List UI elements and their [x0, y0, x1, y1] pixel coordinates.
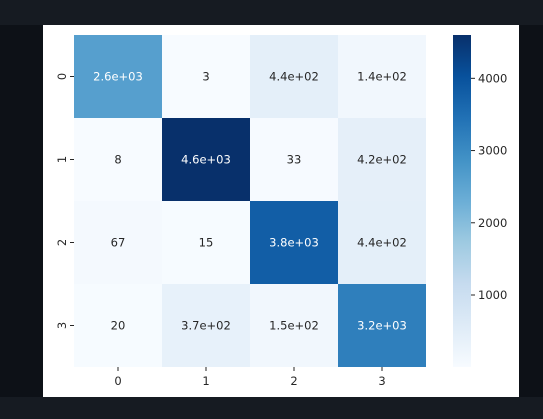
cell-annotation: 1.5e+02	[269, 319, 319, 333]
heatmap-cell-1-2	[250, 118, 338, 201]
heatmap-cell-0-3	[338, 35, 426, 118]
cell-annotation: 3.8e+03	[269, 236, 319, 250]
colorbar-gradient	[453, 35, 471, 367]
heatmap-cell-0-1	[162, 35, 250, 118]
cell-annotation: 3.7e+02	[181, 319, 231, 333]
heatmap-cell-3-2	[250, 284, 338, 367]
x-tick-label: 1	[202, 374, 209, 388]
colorbar-tick-label: 1000	[478, 288, 507, 302]
colorbar-tick-label: 3000	[478, 144, 507, 158]
bottom-band	[0, 397, 543, 419]
heatmap-cell-3-1	[162, 284, 250, 367]
cell-annotation: 15	[199, 236, 214, 250]
figure: 2.6e+03 3 4.4e+02 1.4e+02 8 4.6e+03 33 4.2e+02 6…	[43, 25, 519, 397]
heatmap-cell-0-2	[250, 35, 338, 118]
confusion-matrix-heatmap: 2.6e+03 3 4.4e+02 1.4e+028 4.6e+03 33 4.2e+026…	[55, 35, 507, 388]
heatmap-cell-1-3	[338, 118, 426, 201]
cell-annotation: 3	[202, 70, 209, 84]
cell-annotation: 4.6e+03	[181, 153, 231, 167]
cell-annotation: 33	[287, 153, 302, 167]
x-tick-label: 3	[378, 374, 385, 388]
cell-annotation: 4.4e+02	[269, 70, 319, 84]
heatmap-cell-0-0	[74, 35, 162, 118]
cell-annotation: 8	[114, 153, 121, 167]
colorbar: 1000 2000 3000 4000	[453, 35, 507, 367]
heatmap-cell-3-3	[338, 284, 426, 367]
y-axis: 0 1 2 3	[55, 73, 74, 329]
heatmap-cell-2-3	[338, 201, 426, 284]
x-tick-label: 0	[114, 374, 121, 388]
heatmap-cells: 2.6e+03 3 4.4e+02 1.4e+02 8 4.6e+03 33 4.2e+02 6…	[74, 35, 426, 367]
cell-annotation: 20	[111, 319, 126, 333]
cell-annotation: 4.4e+02	[357, 236, 407, 250]
heatmap-cell-3-0	[74, 284, 162, 367]
x-tick-label: 2	[290, 374, 297, 388]
cell-annotation: 2.6e+03	[93, 70, 143, 84]
cell-annotation: 3.2e+03	[357, 319, 407, 333]
cell-annotation: 1.4e+02	[357, 70, 407, 84]
heatmap-cell-1-1	[162, 118, 250, 201]
x-axis: 0 1 2 3	[114, 367, 386, 388]
y-tick-label: 3	[55, 322, 69, 329]
heatmap-cell-2-2	[250, 201, 338, 284]
heatmap-cell-2-0	[74, 201, 162, 284]
heatmap-cell-2-1	[162, 201, 250, 284]
cell-annotation: 67	[111, 236, 126, 250]
y-tick-label: 0	[55, 73, 69, 80]
y-tick-label: 2	[55, 239, 69, 246]
colorbar-tick-label: 2000	[478, 216, 507, 230]
top-band	[0, 0, 543, 25]
heatmap-cell-1-0	[74, 118, 162, 201]
cell-annotation: 4.2e+02	[357, 153, 407, 167]
y-tick-label: 1	[55, 156, 69, 163]
colorbar-tick-label: 4000	[478, 71, 507, 85]
